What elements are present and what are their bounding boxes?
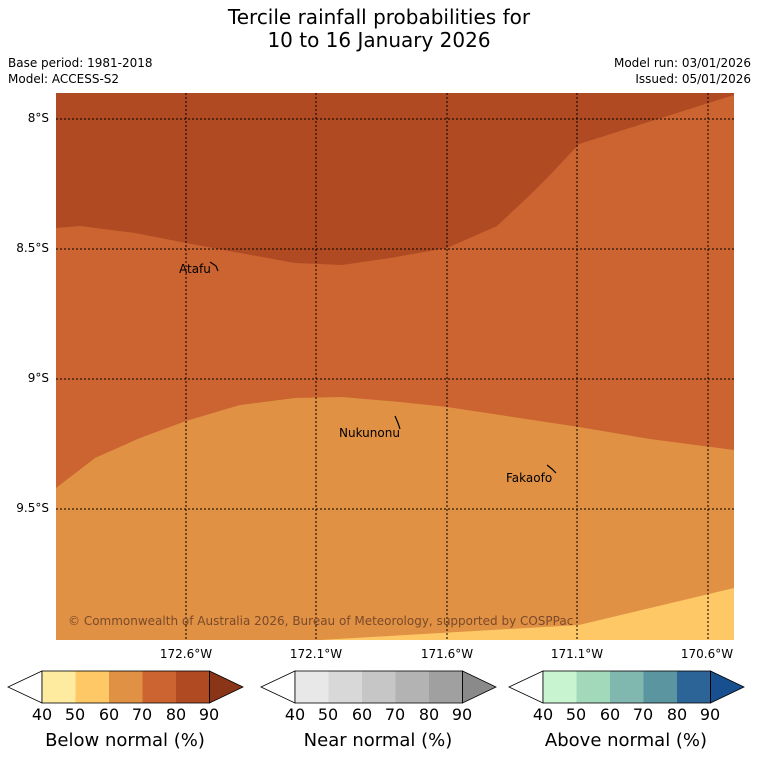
colorbar-above-tick: 40 [532, 705, 554, 724]
colorbar-near-tick: 40 [284, 705, 306, 724]
colorbar-above-tick: 80 [666, 705, 688, 724]
colorbar-near-tick: 60 [351, 705, 373, 724]
colorbar-above-high-extend [710, 670, 745, 704]
base-period: Base period: 1981-2018 [8, 56, 153, 70]
lon-label-170-6: 170.6°W [680, 647, 734, 661]
atafu-atoll [209, 261, 219, 272]
colorbar-near-seg-70 [395, 671, 429, 703]
model-run: Model run: 03/01/2026 [613, 56, 751, 70]
colorbar-above [508, 670, 745, 704]
colorbar-above-seg-70 [643, 671, 677, 703]
colorbar-near-high-extend [462, 670, 497, 704]
issued-date: Issued: 05/01/2026 [635, 72, 751, 86]
colorbar-above-seg-60 [610, 671, 644, 703]
colorbar-below-seg-60 [109, 671, 143, 703]
colorbar-above-seg-80 [677, 671, 711, 703]
colorbar-near-tick: 80 [418, 705, 440, 724]
colorbar-below-low-extend [7, 670, 43, 704]
colorbar-near-seg-50 [328, 671, 362, 703]
colorbar-above-tick: 70 [632, 705, 654, 724]
lon-label-171-6: 171.6°W [420, 647, 474, 661]
colorbar-below-tick: 50 [64, 705, 86, 724]
fakaofo-atoll [546, 464, 557, 474]
colorbar-below-tick: 80 [165, 705, 187, 724]
colorbar-above-tick: 60 [599, 705, 621, 724]
lon-label-172-6: 172.6°W [159, 647, 213, 661]
place-label-fakaofo: Fakaofo [506, 471, 553, 485]
colorbar-near-tick: 90 [451, 705, 473, 724]
colorbar-below-high-extend [209, 670, 244, 704]
lat-label-8-5: 8.5°S [16, 241, 49, 255]
model-name: Model: ACCESS-S2 [8, 72, 120, 86]
colorbar-near-seg-60 [362, 671, 396, 703]
colorbar-below-tick: 90 [198, 705, 220, 724]
copyright-notice: © Commonwealth of Australia 2026, Bureau… [68, 614, 574, 628]
colorbar-near-label: Near normal (%) [303, 730, 453, 751]
zone-below-50 [320, 588, 734, 640]
colorbar-above-tick: 50 [565, 705, 587, 724]
colorbar-below-seg-40 [42, 671, 76, 703]
zone-below-60 [56, 397, 734, 640]
colorbar-below-seg-80 [176, 671, 210, 703]
colorbar-below-tick: 70 [131, 705, 153, 724]
lat-label-9: 9°S [27, 371, 49, 385]
title-line-1: Tercile rainfall probabilities for [227, 5, 531, 29]
colorbar-near-tick: 50 [317, 705, 339, 724]
lat-label-9-5: 9.5°S [16, 501, 49, 515]
place-label-atafu: Atafu [179, 262, 211, 276]
colorbar-above-label: Above normal (%) [544, 730, 708, 751]
colorbar-below-seg-70 [142, 671, 176, 703]
nukunonu-atoll [394, 415, 401, 430]
place-label-nukunonu: Nukunonu [339, 426, 400, 440]
colorbar-near-seg-80 [429, 671, 463, 703]
colorbar-above-seg-40 [543, 671, 577, 703]
colorbar-near [260, 670, 497, 704]
colorbar-near-low-extend [260, 670, 296, 704]
colorbar-below-label: Below normal (%) [45, 730, 205, 751]
colorbar-above-tick: 90 [699, 705, 721, 724]
colorbar-below-tick: 60 [98, 705, 120, 724]
colorbar-below-seg-50 [75, 671, 109, 703]
zone-below-80 [56, 93, 734, 265]
lon-label-171-1: 171.1°W [550, 647, 604, 661]
colorbar-above-seg-50 [576, 671, 610, 703]
lat-label-8: 8°S [27, 111, 49, 125]
colorbar-below [7, 670, 244, 704]
lon-label-172-1: 172.1°W [289, 647, 343, 661]
colorbar-above-low-extend [508, 670, 544, 704]
colorbar-near-tick: 70 [384, 705, 406, 724]
colorbar-below-tick: 40 [31, 705, 53, 724]
title-line-2: 10 to 16 January 2026 [267, 28, 491, 52]
colorbar-near-seg-40 [295, 671, 329, 703]
